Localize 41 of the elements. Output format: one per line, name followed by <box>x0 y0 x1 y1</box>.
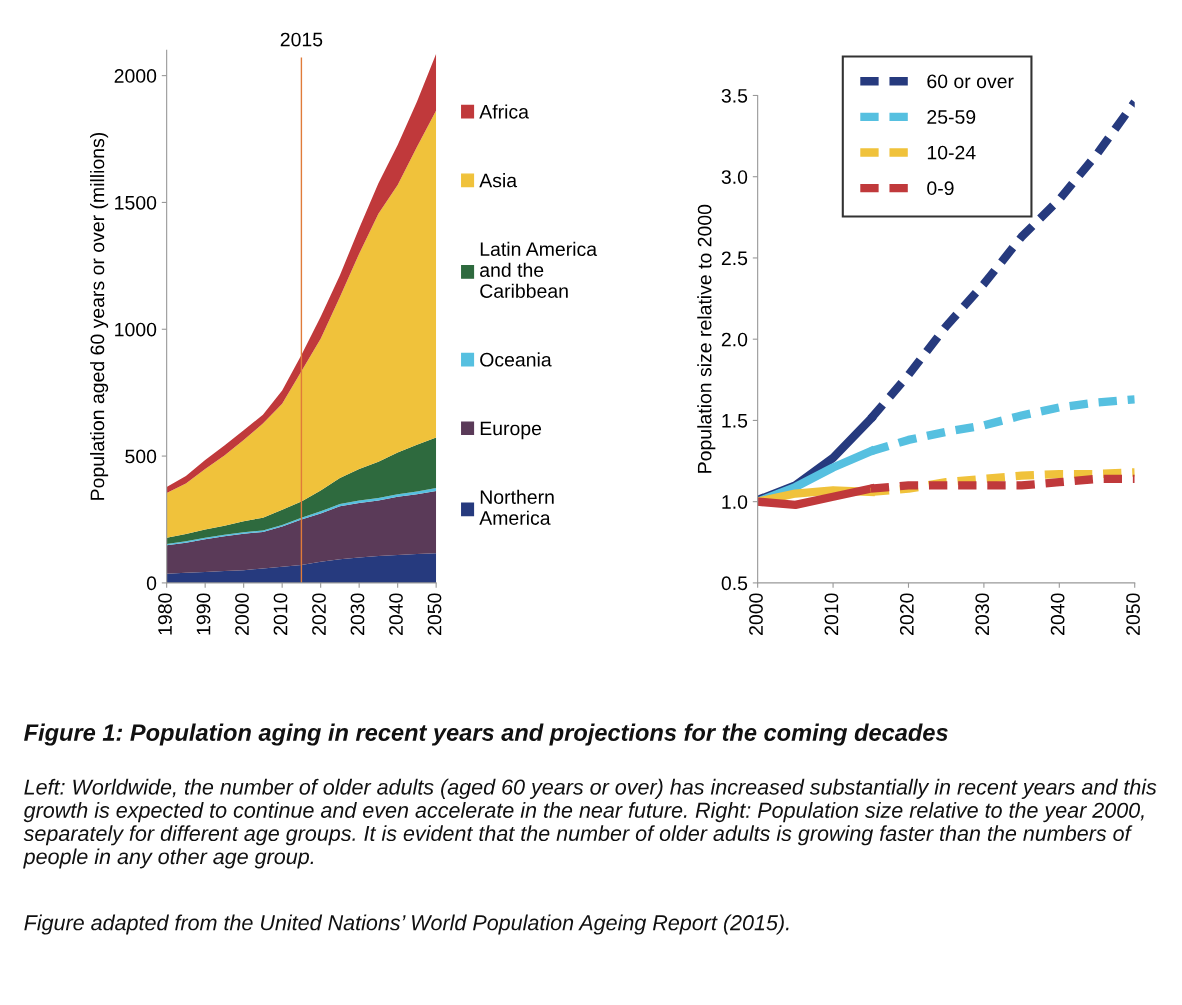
x-tick-label: 2050 <box>1126 593 1140 635</box>
x-tick-label: 2030 <box>975 593 990 635</box>
legend-label: Oceania <box>480 352 552 367</box>
text: Left: Worldwide, the number of older adults (aged 60 years or over) has increased substantially in recent years and this growth is expected to continue and even accelerate in the near future. Right: Population size relative to the year 2000, separately for different age groups. It is evident that the number of older adults is growing faster than the numbers of people in any other age group. <box>23 778 1157 869</box>
y-tick-label: 2000 <box>114 69 157 83</box>
x-tick-label: 2010 <box>273 593 288 635</box>
legend-label: 10-24 <box>927 145 976 160</box>
y-tick-label: 2.0 <box>721 332 748 347</box>
x-tick-label: 2010 <box>824 593 839 635</box>
x-tick-label: 2050 <box>427 593 442 635</box>
legend-label: 60 or over <box>927 74 1014 89</box>
x-tick-label: 2020 <box>312 593 326 635</box>
y-tick-label: 3.5 <box>721 88 748 103</box>
x-tick-label: 2040 <box>1050 593 1065 635</box>
y-tick-label: 1.0 <box>722 495 748 509</box>
x-tick-label: 1980 <box>158 593 172 635</box>
x-tick-label: 2030 <box>350 593 365 635</box>
x-tick-label: 1990 <box>196 593 211 635</box>
legend-label: Northern America <box>479 489 554 525</box>
legend-label: Africa <box>479 104 529 119</box>
ref-line-label: 2015 <box>280 32 323 47</box>
y-tick-label: 0.5 <box>721 576 748 591</box>
x-tick-label: 2020 <box>899 593 914 635</box>
y-tick-label: 3.0 <box>721 170 748 184</box>
legend-label: Latin America and the Caribbean <box>480 241 598 298</box>
y-axis-title: Population size relative to 2000 <box>697 204 716 473</box>
y-tick-label: 1.5 <box>722 414 748 428</box>
text: Figure adapted from the United Nations’ World Population Ageing Report (2015). <box>24 914 789 935</box>
y-tick-label: 500 <box>125 449 157 464</box>
legend-label: 0-9 <box>927 181 954 196</box>
x-tick-label: 2040 <box>389 593 403 635</box>
y-axis-title: Population aged 60 years or over (millions) <box>90 132 109 500</box>
caption: Figure 1: Population aging in recent years and projections for the coming decades <box>24 723 948 746</box>
y-tick-label: 1000 <box>115 322 157 337</box>
legend-label: Europe <box>480 421 542 440</box>
y-tick-label: 1500 <box>115 195 157 210</box>
y-tick-label: 0 <box>146 576 157 591</box>
y-tick-label: 2.5 <box>721 251 748 266</box>
x-tick-label: 2000 <box>235 593 249 635</box>
legend-label: 25-59 <box>927 110 976 124</box>
legend-label: Asia <box>479 173 518 188</box>
